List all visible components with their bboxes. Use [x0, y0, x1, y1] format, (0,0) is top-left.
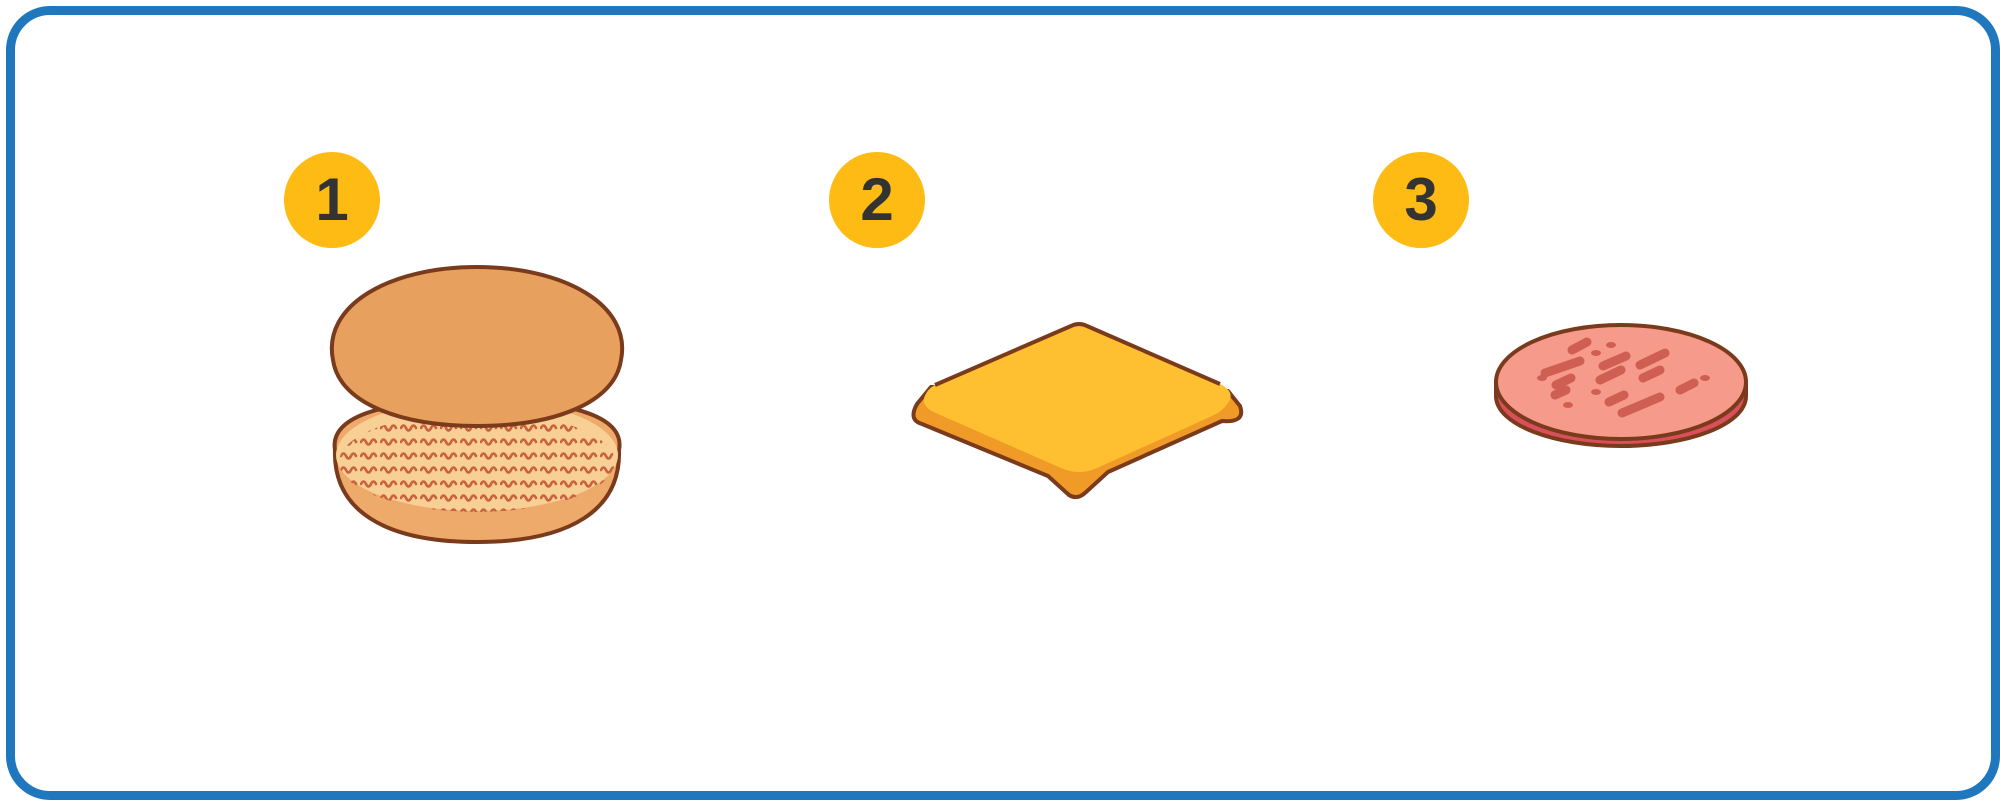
step-number-2: 2	[860, 166, 894, 233]
step-badge-1: 1	[284, 152, 380, 248]
step-number-1: 1	[315, 166, 349, 233]
cheese-slice-icon	[911, 322, 1244, 500]
bun-icon	[329, 265, 625, 544]
salami-fat-spots	[1540, 337, 1699, 418]
bun-bottom	[332, 398, 622, 544]
step-badge-2: 2	[829, 152, 925, 248]
step-number-3: 3	[1404, 166, 1438, 233]
salami-slice-icon	[1494, 323, 1748, 448]
bun-top	[329, 265, 625, 428]
step-badge-3: 3	[1373, 152, 1469, 248]
salami-fat-dots	[1537, 342, 1710, 408]
